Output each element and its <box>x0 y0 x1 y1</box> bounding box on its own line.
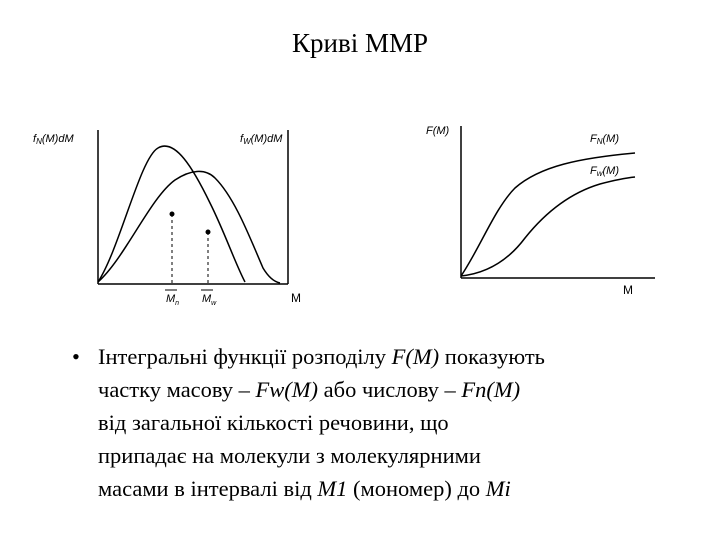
bullet-line-5: масами в інтервалі від M1 (мономер) до M… <box>98 476 511 501</box>
fn-curve-label: FN(M) <box>590 133 619 146</box>
right-y-axis-label: F(M) <box>426 125 450 137</box>
right-x-axis-label: M <box>623 283 633 297</box>
y-axis-label-fn: fN(M)dM <box>33 133 74 146</box>
fw-curve-label: Fw(M) <box>590 165 619 178</box>
bullet-line-4: припадає на молекули з молекулярними <box>98 443 481 468</box>
y-axis-label-fw: fW(M)dM <box>240 133 283 146</box>
slide-title: Криві ММР <box>292 28 428 58</box>
bullet-text: Інтегральні функції розподілу F(M) показ… <box>98 340 698 505</box>
differential-mwd-plot: fN(M)dM fW(M)dM Mn Mw M <box>33 130 301 307</box>
left-x-axis-label: M <box>291 291 301 305</box>
mw-label: Mw <box>202 293 217 307</box>
number-distribution-curve <box>97 145 246 283</box>
integral-mwd-plot: F(M) FN(M) Fw(M) M <box>426 125 655 297</box>
bullet-line-2: частку масову – Fw(M) або числову – Fn(M… <box>98 377 521 402</box>
mn-marker-dot <box>169 211 175 217</box>
mn-label: Mn <box>166 293 179 307</box>
bullet-dot: • <box>72 344 80 369</box>
bullet-line-1: Інтегральні функції розподілу F(M) показ… <box>98 344 545 369</box>
fn-integral-curve <box>460 152 636 277</box>
mw-marker-dot <box>205 229 211 235</box>
fw-integral-curve <box>460 176 636 277</box>
weight-distribution-curve <box>97 170 281 284</box>
bullet-line-3: від загальної кількості речовини, що <box>98 410 449 435</box>
